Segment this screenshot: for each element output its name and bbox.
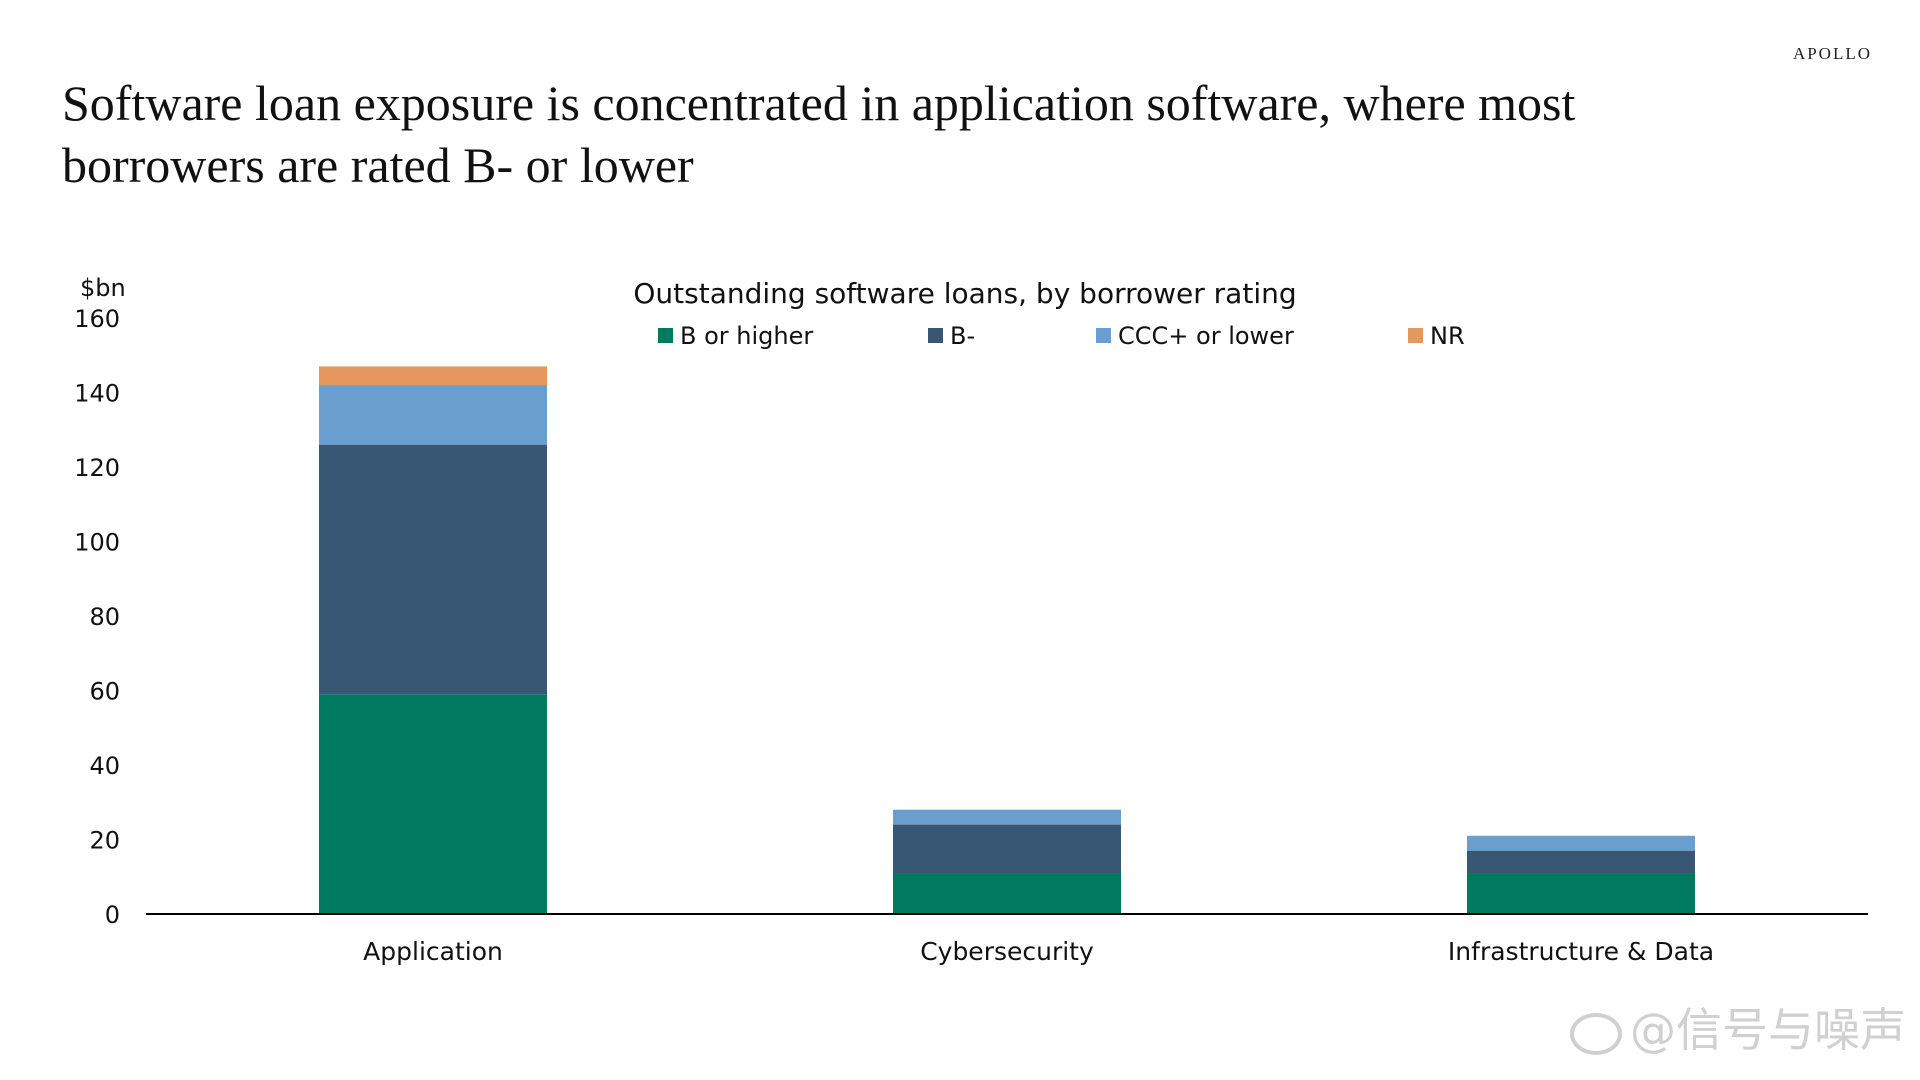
y-tick-label: 100 — [74, 529, 120, 557]
slide-title: Software loan exposure is concentrated i… — [62, 75, 1576, 193]
y-axis-unit-label: $bn — [80, 274, 126, 302]
legend-swatch — [658, 328, 673, 343]
brand-logo: APOLLO — [1792, 44, 1872, 63]
bar-segment — [319, 444, 547, 695]
bar-segment — [319, 385, 547, 445]
watermark: @信号与噪声 — [1570, 994, 1906, 1060]
bars — [319, 366, 1695, 914]
y-tick-label: 60 — [89, 678, 120, 706]
watermark-text: @信号与噪声 — [1630, 1003, 1906, 1057]
y-tick-label: 80 — [89, 603, 120, 631]
x-tick-label: Infrastructure & Data — [1448, 937, 1714, 966]
y-tick-label: 40 — [89, 752, 120, 780]
x-tick-label: Cybersecurity — [920, 937, 1094, 966]
x-axis-labels: Application Cybersecurity Infrastructure &… — [363, 937, 1714, 966]
legend-swatch — [928, 328, 943, 343]
bar-segment — [319, 694, 547, 914]
legend-label: B or higher — [680, 322, 813, 350]
y-tick-label: 20 — [89, 827, 120, 855]
legend-label: CCC+ or lower — [1118, 322, 1294, 350]
bar-segment — [1467, 835, 1695, 851]
bar-segment — [319, 366, 547, 386]
chart-title: Outstanding software loans, by borrower … — [633, 277, 1296, 310]
bar-segment — [893, 809, 1121, 825]
y-tick-label: 0 — [105, 901, 120, 929]
bar-segment — [1467, 873, 1695, 914]
y-axis: 0 20 40 60 80 100 120 140 160 — [74, 305, 120, 929]
bar-segment — [1467, 850, 1695, 874]
legend-swatch — [1096, 328, 1111, 343]
y-tick-label: 160 — [74, 305, 120, 333]
weibo-icon — [1570, 1012, 1622, 1055]
stacked-bar-chart: Outstanding software loans, by borrower … — [74, 274, 1868, 966]
legend: B or higher B- CCC+ or lower NR — [658, 322, 1465, 350]
legend-swatch — [1408, 328, 1423, 343]
bar-segment — [893, 824, 1121, 874]
y-tick-label: 140 — [74, 380, 120, 408]
x-tick-label: Application — [363, 937, 503, 966]
y-tick-label: 120 — [74, 454, 120, 482]
bar-segment — [893, 873, 1121, 914]
legend-label: NR — [1430, 322, 1465, 350]
legend-label: B- — [950, 322, 975, 350]
